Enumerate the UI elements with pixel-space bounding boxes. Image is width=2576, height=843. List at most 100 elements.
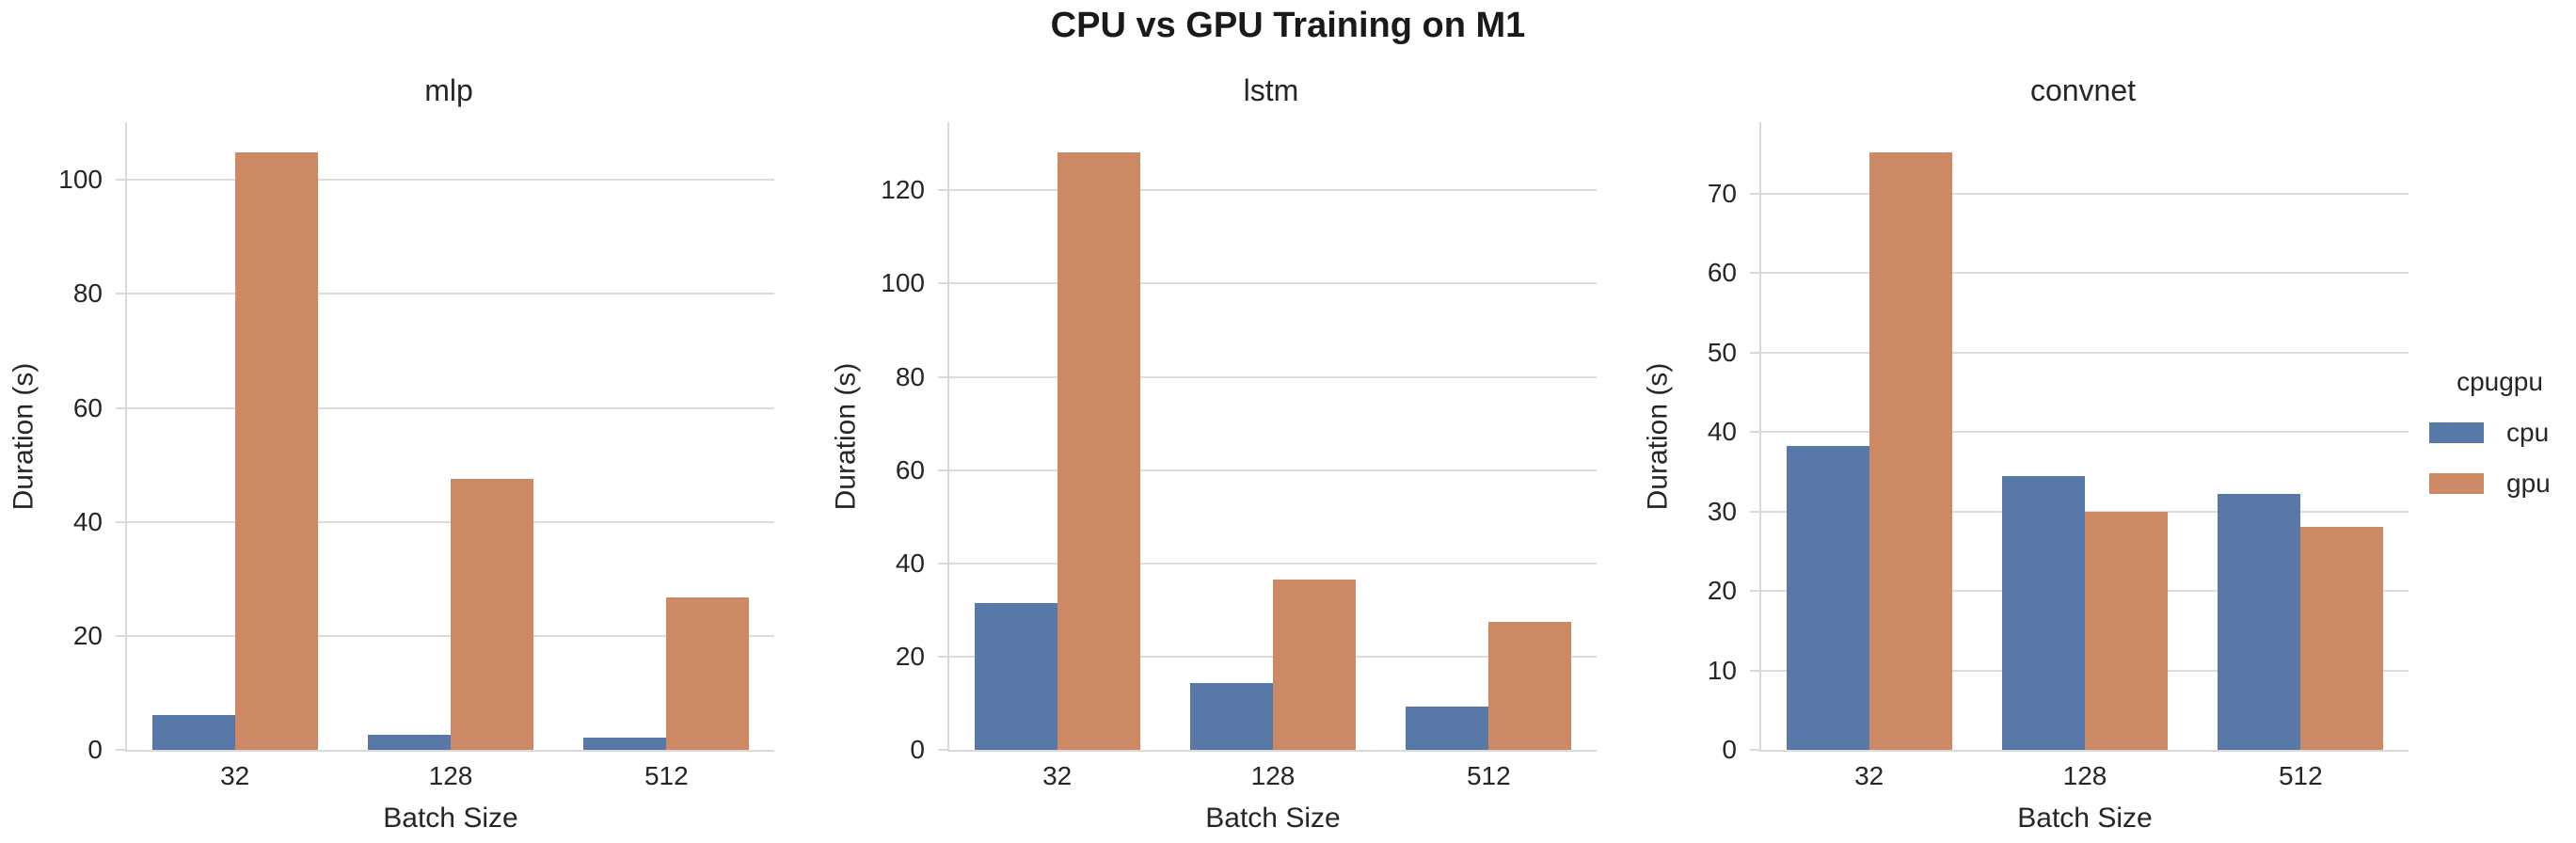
gridline-y100: [949, 282, 1597, 285]
bar-cpu-128: [2002, 475, 2085, 750]
x-tick-label: 32: [220, 761, 250, 790]
subplot-mlp: mlp Duration (s) 0 20 40 60 80 100 32 128 512 Batch…: [8, 73, 774, 834]
legend-title: cpugpu: [2457, 367, 2543, 396]
gridline-y80: [949, 375, 1597, 378]
bar-cpu-32: [1786, 446, 1869, 750]
subplot-convnet: convnet Duration (s) 0 10 20 30 40 50 60 70 32 128 5…: [1642, 73, 2409, 834]
y-tick-mark: [1750, 193, 1759, 195]
y-tick-mark: [938, 469, 947, 471]
x-tick-label: 32: [1042, 761, 1073, 790]
y-tick-mark: [116, 749, 125, 751]
y-tick-mark: [1750, 351, 1759, 354]
figure-title: CPU vs GPU Training on M1: [1050, 6, 1526, 45]
legend-label-gpu: gpu: [2506, 469, 2551, 498]
y-tick-label: 80: [895, 361, 925, 391]
x-tick-label: 128: [2062, 761, 2107, 790]
bar-gpu-32: [234, 152, 318, 750]
gridline-y50: [1761, 351, 2409, 354]
y-tick-label: 20: [1707, 576, 1737, 606]
bar-gpu-128: [451, 479, 533, 750]
bar-gpu-32: [1868, 152, 1952, 750]
bar-cpu-32: [151, 715, 235, 750]
bar-gpu-512: [1488, 621, 1572, 750]
plot-area: 0 20 40 60 80 100 120 32 128 512 Batch Size: [881, 122, 1597, 834]
y-tick-label: 60: [1707, 258, 1737, 288]
gridline-y100: [127, 179, 774, 182]
bar-cpu-512: [1406, 706, 1489, 750]
y-tick-mark: [1750, 590, 1759, 593]
y-tick-label: 60: [72, 392, 103, 422]
legend-label-cpu: cpu: [2506, 418, 2550, 447]
bar-cpu-512: [2218, 494, 2301, 750]
y-tick-label: 0: [87, 735, 103, 764]
y-tick-mark: [938, 655, 947, 658]
gridline-y80: [127, 293, 774, 295]
subplot-title: mlp: [424, 73, 473, 107]
y-tick-label: 120: [881, 175, 925, 205]
x-axis-label: Batch Size: [1205, 803, 1341, 834]
y-tick-mark: [1750, 669, 1759, 672]
y-tick-label: 100: [58, 165, 103, 195]
bar-gpu-512: [2300, 526, 2384, 750]
y-tick-mark: [116, 406, 125, 409]
bar-cpu-128: [1190, 682, 1273, 750]
gridline-y70: [1761, 193, 2409, 195]
bar-cpu-32: [974, 603, 1057, 750]
y-tick-mark: [938, 375, 947, 378]
y-tick-label: 100: [881, 268, 925, 298]
y-tick-label: 30: [1707, 496, 1737, 526]
y-tick-mark: [116, 179, 125, 182]
gridline-y60: [949, 469, 1597, 471]
bar-cpu-128: [368, 734, 451, 750]
y-tick-label: 0: [1722, 735, 1737, 764]
y-tick-label: 10: [1707, 655, 1737, 685]
y-tick-mark: [1750, 272, 1759, 275]
bar-gpu-32: [1057, 151, 1140, 750]
y-tick-mark: [938, 749, 947, 751]
gridline-y60: [127, 406, 774, 409]
y-tick-label: 80: [72, 278, 103, 309]
x-tick-label: 32: [1854, 761, 1884, 790]
subplot-lstm: lstm Duration (s) 0 20 40 60 80 100 120 32 128 512 B…: [830, 73, 1597, 834]
y-tick-mark: [1750, 431, 1759, 434]
y-tick-label: 60: [895, 454, 925, 485]
y-tick-label: 40: [895, 548, 925, 578]
plot-area: 0 20 40 60 80 100 32 128 512 Batch Size: [58, 122, 774, 834]
legend-swatch-gpu: [2429, 473, 2484, 494]
bar-cpu-512: [583, 737, 667, 750]
y-axis-label-text: Duration (s): [8, 362, 39, 510]
y-tick-mark: [1750, 510, 1759, 513]
legend-item-cpu: cpu: [2424, 418, 2576, 448]
gridline-y40: [949, 562, 1597, 565]
y-tick-label: 20: [895, 641, 925, 671]
y-tick-mark: [1750, 749, 1759, 751]
y-tick-label: 50: [1707, 337, 1737, 367]
x-tick-label: 128: [428, 761, 473, 790]
x-tick-label: 512: [2278, 761, 2323, 790]
plot-area: 0 10 20 30 40 50 60 70 32 128 512 Batch Size: [1708, 122, 2409, 834]
y-axis-label: Duration (s): [5, 122, 42, 750]
y-tick-label: 70: [1707, 179, 1737, 208]
subplot-title: convnet: [2029, 73, 2137, 107]
x-axis-label: Batch Size: [2017, 803, 2153, 834]
gridline-y60: [1761, 272, 2409, 275]
bar-gpu-512: [666, 597, 750, 750]
x-axis-label: Batch Size: [383, 803, 518, 834]
gridline-y40: [1761, 431, 2409, 434]
y-tick-mark: [116, 293, 125, 295]
x-tick-label: 128: [1250, 761, 1296, 790]
y-tick-label: 0: [910, 735, 925, 764]
gridline-y120: [949, 189, 1597, 192]
bar-gpu-128: [1273, 579, 1356, 750]
subplot-title: lstm: [1243, 73, 1299, 107]
x-tick-label: 512: [644, 761, 689, 790]
y-tick-mark: [116, 634, 125, 637]
y-tick-label: 40: [72, 506, 103, 536]
bar-gpu-128: [2085, 511, 2168, 750]
y-tick-mark: [938, 282, 947, 285]
legend: cpugpu cpu gpu: [2424, 367, 2576, 499]
y-tick-mark: [116, 520, 125, 523]
legend-item-gpu: gpu: [2424, 469, 2576, 499]
y-tick-label: 20: [72, 620, 103, 650]
